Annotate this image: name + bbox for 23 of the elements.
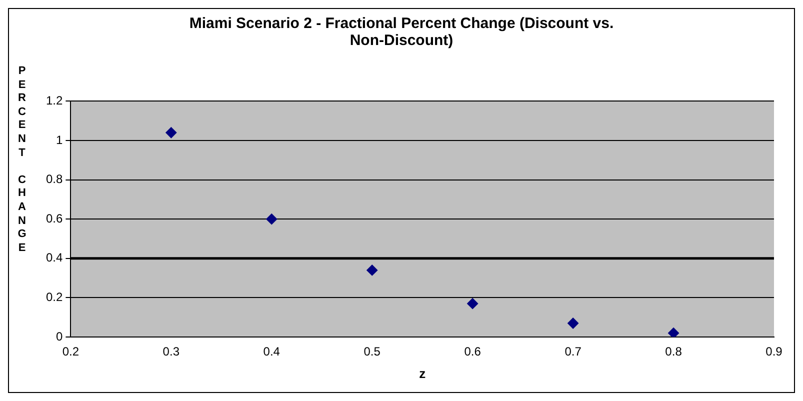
x-axis-title: z (419, 366, 426, 381)
chart-title: Miami Scenario 2 - Fractional Percent Change (Discount vs. Non-Discount) (188, 15, 615, 49)
y-tick-label: 0.4 (46, 250, 63, 265)
y-tick-label: 0.6 (46, 211, 63, 226)
x-tick-label: 0.5 (364, 344, 381, 359)
x-tick-label: 0.3 (162, 344, 180, 359)
x-tick-label: 0.6 (464, 344, 482, 359)
point (568, 318, 579, 329)
point (266, 214, 278, 225)
point (467, 298, 478, 310)
point (166, 127, 177, 138)
x-tick-label: 0.7 (564, 344, 582, 359)
point (366, 264, 378, 276)
point (668, 328, 680, 337)
x-tick-label: 0.4 (263, 344, 280, 359)
text: PERCENT CHANGE (18, 65, 26, 254)
y-tick-label: 1 (56, 132, 63, 147)
y-tick-label: 0.8 (46, 172, 63, 186)
y-tick-label: 0 (56, 329, 63, 344)
x-tick-label: 0.9 (766, 344, 783, 359)
y-tick-label: 0.2 (46, 290, 63, 304)
y-tick-label: 1.2 (46, 94, 63, 108)
x-tick-label: 0.8 (665, 344, 682, 359)
